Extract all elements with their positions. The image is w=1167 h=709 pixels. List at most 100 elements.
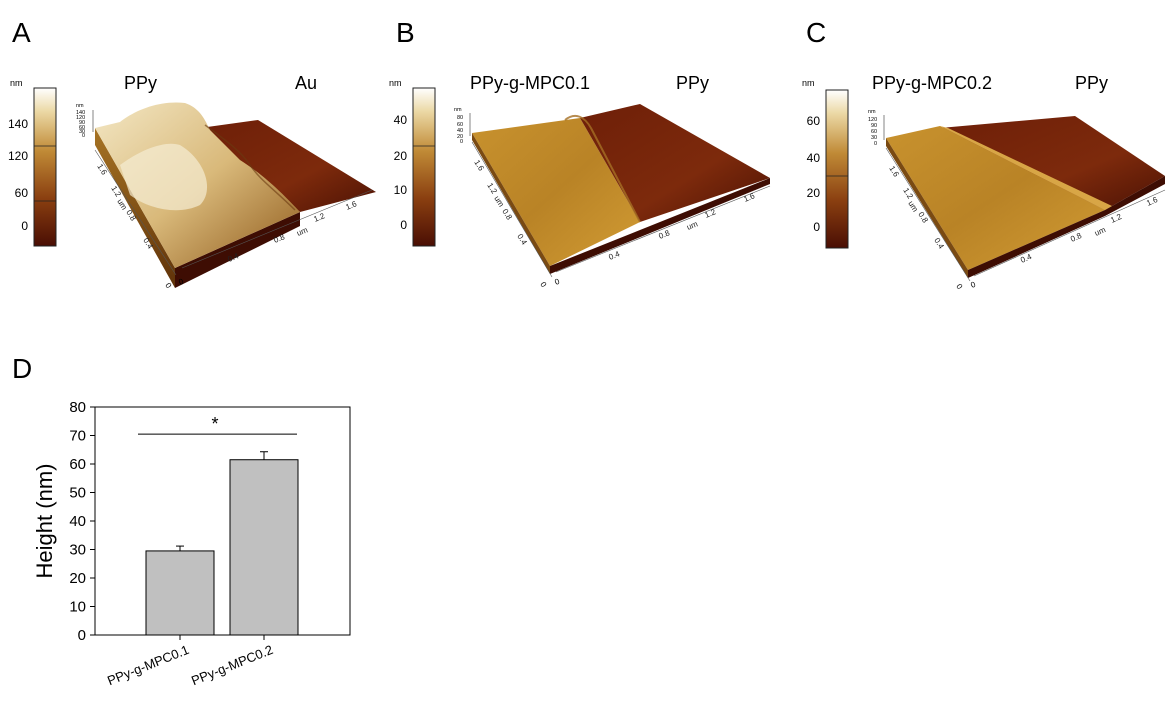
surface-brown: [200, 120, 376, 212]
y-tick-label: 0: [78, 627, 86, 644]
z-axis-tick: 40: [457, 128, 463, 134]
colorbar-tick: 0: [21, 219, 28, 233]
x-tick-label: PPy-g-MPC0.2: [189, 642, 275, 688]
surface-side: [472, 133, 550, 274]
z-axis-tick: 60: [79, 125, 85, 131]
x-axis-tick: 1.6: [344, 199, 358, 212]
z-axis-tick: 120: [868, 117, 877, 123]
x-axis-tick: 1.2: [1109, 212, 1123, 225]
y-tick-label: 80: [69, 399, 86, 416]
z-axis-tick: nm: [76, 103, 84, 109]
colorbar-tick: 60: [807, 114, 821, 128]
surface-side: [95, 128, 175, 288]
bar: [229, 459, 299, 636]
y-tick-label: 20: [69, 570, 86, 587]
z-axis-tick: 30: [79, 129, 85, 135]
y-tick-label: 30: [69, 542, 86, 559]
panel-b: B nm 40 20 10 0 PPy-g-MPC0.1 PPy nm 80 6…: [389, 17, 771, 289]
origin-tick: 0: [177, 277, 185, 287]
z-axis-tick: 30: [871, 135, 877, 141]
origin-tick: 0: [969, 280, 977, 290]
surface-gold: [472, 118, 640, 266]
x-axis: 0.4 0.8 1.2 1.6 um: [555, 185, 771, 273]
colorbar-unit: nm: [10, 78, 23, 88]
colorbar: [33, 87, 57, 247]
colorbar-tick: 40: [807, 151, 821, 165]
region-label: Au: [295, 73, 317, 93]
colorbar-unit: nm: [389, 78, 402, 88]
bar-chart: 0 10 20 30 40 50 60 70 80 Height (nm) PPy-g-MPC0.1…: [32, 399, 351, 688]
region-label: PPy-g-MPC0.2: [872, 73, 992, 93]
y-tick-label: 10: [69, 599, 86, 616]
z-axis-tick: 60: [871, 129, 877, 135]
z-axis-tick: 60: [457, 122, 463, 128]
x-axis: 0.4 0.8 1.2 1.6 um: [181, 189, 373, 269]
surface-step-face: [940, 126, 1112, 210]
y-axis-unit: um: [906, 199, 920, 213]
x-axis-tick: 1.2: [703, 207, 717, 220]
x-axis-unit: um: [295, 225, 309, 238]
x-axis-tick: 1.6: [742, 191, 756, 204]
x-axis-tick: 0.4: [1019, 252, 1033, 265]
surface-ridge: [204, 124, 296, 211]
x-axis-tick: 1.2: [312, 211, 326, 224]
origin-tick: 0: [954, 282, 964, 291]
y-tick-label: 40: [69, 513, 86, 530]
x-axis-unit: um: [685, 219, 699, 232]
z-axis: nm 120 90 60 30 0: [868, 109, 885, 147]
y-axis-tick: 1.2: [485, 181, 499, 196]
y-tick-label: 70: [69, 428, 86, 445]
region-label: PPy: [124, 73, 157, 93]
x-axis-unit: um: [1093, 225, 1107, 238]
z-axis-tick: 140: [76, 110, 85, 116]
colorbar-tick: 40: [394, 113, 408, 127]
z-axis-tick: nm: [454, 107, 462, 113]
z-axis-tick: 80: [457, 115, 463, 121]
z-axis-tick: 20: [457, 134, 463, 140]
y-tick-label: 50: [69, 485, 86, 502]
surface-side-front: [175, 212, 300, 288]
bar: [145, 550, 215, 636]
colorbar-tick: 0: [813, 220, 820, 234]
colorbar: [825, 89, 849, 249]
region-label: PPy: [676, 73, 709, 93]
x-axis: 0.4 0.8 1.2 1.6 um: [973, 189, 1166, 277]
colorbar: [412, 87, 436, 247]
surface-gold: [886, 126, 1105, 270]
z-axis: nm 140 120 90 60 30 0: [76, 103, 94, 139]
plot-frame: [94, 406, 351, 636]
colorbar-tick: 140: [8, 117, 28, 131]
panel-letter: A: [12, 17, 31, 48]
surface-brown: [940, 116, 1165, 210]
surface-highlight: [120, 143, 208, 211]
origin-tick: 0: [553, 277, 561, 287]
x-tick-label: PPy-g-MPC0.1: [105, 642, 191, 688]
surface-brown: [580, 104, 770, 222]
z-axis-tick: nm: [868, 109, 876, 115]
colorbar-tick: 20: [394, 149, 408, 163]
x-axis-tick: 0.8: [1069, 231, 1083, 244]
z-axis-tick: 90: [871, 123, 877, 129]
panel-a: A nm 140 120 60 0 PPy Au nm 140 120 90 6…: [8, 17, 376, 290]
z-axis: nm 80 60 40 20 0: [454, 107, 471, 145]
origin-tick: 0: [538, 280, 548, 289]
z-axis-tick: 0: [874, 141, 877, 147]
colorbar-tick: 120: [8, 149, 28, 163]
z-axis-tick: 90: [79, 120, 85, 126]
z-axis-tick: 0: [82, 133, 85, 139]
x-axis-tick: 0.8: [272, 232, 286, 245]
y-tick-label: 60: [69, 456, 86, 473]
surface-side: [886, 138, 968, 278]
panel-letter: B: [396, 17, 415, 48]
panel-d: D 0 10 20 30 40 50 60 70 80 Height (nm) PPy-g-MPC0…: [12, 353, 351, 688]
surface-step: [564, 114, 641, 223]
origin-tick: 0: [163, 281, 173, 290]
panel-c: C nm 60 40 20 0 PPy-g-MPC0.2 PPy nm 120 …: [802, 17, 1166, 291]
z-axis-tick: 120: [76, 115, 85, 121]
colorbar-tick: 0: [400, 218, 407, 232]
x-axis-tick: 0.8: [657, 228, 671, 241]
region-label: PPy: [1075, 73, 1108, 93]
colorbar-tick: 60: [15, 186, 29, 200]
colorbar-unit: nm: [802, 78, 815, 88]
